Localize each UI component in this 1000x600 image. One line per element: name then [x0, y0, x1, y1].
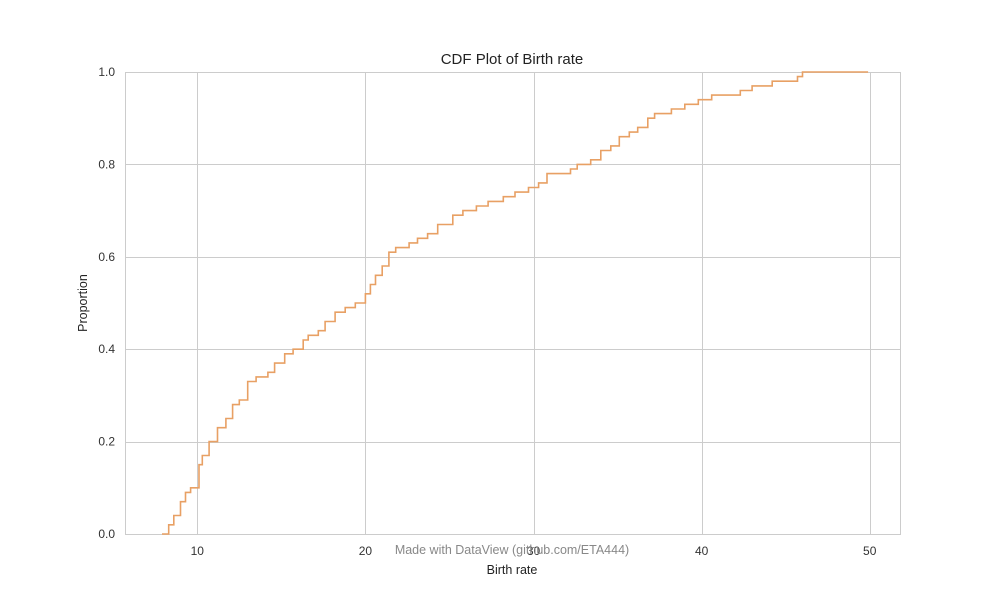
cdf-line — [162, 71, 869, 535]
tick-labels: 10 20 30 40 50 0.0 0.2 0.4 0.6 0.8 1.0 — [98, 65, 876, 558]
y-axis-label: Proportion — [76, 274, 90, 332]
y-tick-label: 0.4 — [98, 342, 115, 356]
y-tick-label: 0.6 — [98, 250, 115, 264]
y-tick-label: 1.0 — [98, 65, 115, 79]
y-tick-label: 0.8 — [98, 157, 115, 171]
plot-frame — [125, 72, 901, 535]
chart-title: CDF Plot of Birth rate — [441, 51, 584, 68]
grid-lines — [125, 72, 900, 535]
x-tick-label: 30 — [527, 544, 541, 558]
x-tick-label: 40 — [695, 544, 709, 558]
x-tick-label: 10 — [191, 544, 205, 558]
series-layer — [162, 71, 869, 535]
x-tick-label: 20 — [359, 544, 373, 558]
y-tick-label: 0.0 — [98, 527, 115, 541]
watermark-text: Made with DataView (github.com/ETA444) — [395, 543, 629, 557]
y-tick-label: 0.2 — [98, 435, 115, 449]
x-tick-label: 50 — [863, 544, 877, 558]
x-axis-label: Birth rate — [487, 563, 538, 577]
